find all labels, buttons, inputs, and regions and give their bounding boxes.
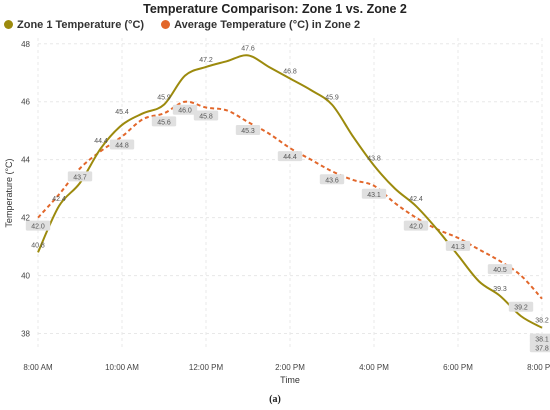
- zone1-data-label: 47.2: [199, 57, 213, 64]
- zone2-data-label: 45.8: [199, 114, 213, 121]
- chart-legend: Zone 1 Temperature (°C) Average Temperat…: [4, 19, 374, 31]
- plot-area: 38 40 42 44 46 48 8:00 AM 10:00 AM 12:00 PM 2:00 …: [4, 38, 550, 385]
- zone1-data-label: 39.3: [493, 286, 507, 293]
- legend-item-zone1[interactable]: Zone 1 Temperature (°C): [4, 19, 144, 31]
- legend-label-zone1: Zone 1 Temperature (°C): [17, 19, 145, 31]
- legend-marker-zone1: [4, 20, 13, 29]
- chart-title: Temperature Comparison: Zone 1 vs. Zone …: [143, 2, 407, 16]
- zone2-label-bg: [445, 240, 471, 251]
- zone1-data-label: 42.4: [409, 196, 423, 203]
- legend-label-zone2: Average Temperature (°C) in Zone 2: [174, 19, 361, 31]
- zone2-label-bg: [25, 220, 51, 231]
- zone2-label-bg: [277, 151, 303, 162]
- zone2-data-label: 39.2: [514, 305, 528, 312]
- zone2-label-bg: [361, 188, 387, 199]
- zone1-data-label: 47.6: [241, 45, 255, 52]
- x-tick-label: 8:00 AM: [23, 363, 53, 372]
- y-tick-label: 48: [21, 40, 30, 49]
- zone2-label-bg: [319, 174, 345, 185]
- y-axis-label: Temperature (°C): [4, 158, 14, 227]
- y-tick-label: 42: [21, 214, 30, 223]
- zone2-data-label: 43.1: [367, 192, 381, 199]
- zone2-data-label: 41.3: [451, 244, 465, 251]
- x-axis-label: Time: [280, 375, 300, 385]
- zone2-label-bg: [109, 139, 135, 150]
- zone1-data-label: 45.9: [157, 95, 171, 102]
- zone2-data-label: 44.4: [283, 154, 297, 161]
- y-tick-label: 38: [21, 330, 30, 339]
- zone2-label-bg: [193, 110, 219, 121]
- figure-caption: (a): [269, 394, 281, 405]
- zone2-label-bg: [67, 171, 93, 182]
- x-tick-label: 8:00 PM: [527, 363, 550, 372]
- zone2-data-label: 46.0: [178, 108, 192, 115]
- zone2-data-label: 40.5: [493, 267, 507, 274]
- zone2-data-label: 43.7: [73, 174, 87, 181]
- zone2-label-bg: [151, 116, 177, 127]
- x-tick-label: 4:00 PM: [359, 363, 389, 372]
- legend-item-zone2[interactable]: Average Temperature (°C) in Zone 2: [161, 19, 360, 31]
- zone2-data-label: 45.6: [157, 119, 171, 126]
- zone1-data-label: 38.2: [535, 318, 549, 325]
- zone1-data-label: 45.9: [325, 95, 339, 102]
- zone2-data-label: 43.6: [325, 177, 339, 184]
- zone2-data-label: 44.8: [115, 143, 129, 150]
- legend-marker-zone2: [161, 20, 171, 29]
- zone1-data-label: 43.8: [367, 155, 381, 162]
- zone2-label-bg: [508, 301, 534, 312]
- series-line-zone1: [37, 54, 543, 329]
- zone1-data-label: 44.4: [94, 138, 108, 145]
- y-tick-label: 46: [21, 98, 30, 107]
- zone1-data-label: 40.8: [31, 242, 45, 249]
- zone2-label-bg: [235, 125, 261, 136]
- zone1-data-label: 42.4: [52, 196, 66, 203]
- zone1-data-label: 45.4: [115, 109, 129, 116]
- series-line-zone2: [37, 100, 543, 300]
- zone2-data-label: 42.0: [31, 224, 45, 231]
- zone2-label-bg: [172, 104, 198, 115]
- x-tick-label: 12:00 PM: [189, 363, 224, 372]
- zone2-label-bg: [529, 333, 550, 344]
- zone2-label-bg: [403, 220, 429, 231]
- y-tick-label: 44: [21, 156, 30, 165]
- zone2-data-label: 37.8: [535, 345, 549, 352]
- zone1-data-label: 46.8: [283, 69, 297, 76]
- x-tick-label: 2:00 PM: [275, 363, 305, 372]
- zone2-data-label: 45.3: [241, 128, 255, 135]
- x-tick-label: 6:00 PM: [443, 363, 473, 372]
- zone2-label-bg: [487, 264, 513, 275]
- zone2-data-label: 42.0: [409, 224, 423, 231]
- x-tick-label: 10:00 AM: [105, 363, 139, 372]
- y-tick-label: 40: [21, 272, 30, 281]
- zone2-data-label: 38.1: [535, 337, 549, 344]
- zone2-label-bg: [529, 342, 550, 353]
